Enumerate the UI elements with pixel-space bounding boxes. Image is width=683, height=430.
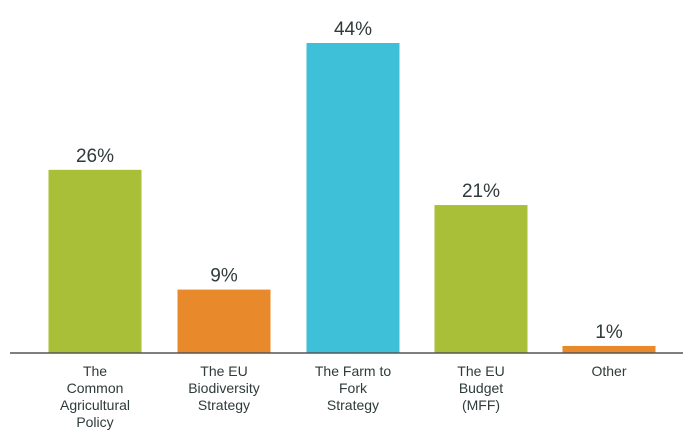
bar-value-label: 1% bbox=[595, 322, 623, 343]
category-label: The Farm to Fork Strategy bbox=[315, 363, 391, 413]
bar-5 bbox=[562, 345, 656, 353]
category-label: Other bbox=[591, 363, 626, 379]
value-labels-group: 26% 9% 44% 21% 1% bbox=[76, 19, 623, 343]
bar-1 bbox=[48, 169, 142, 353]
bar-value-label: 44% bbox=[334, 19, 372, 40]
category-label: The Common Agricultural Policy bbox=[60, 363, 130, 430]
category-labels-group: The Common Agricultural Policy The EU Biodive… bbox=[60, 363, 627, 430]
category-label: The EU Biodiversity Strategy bbox=[188, 363, 260, 413]
bar-value-label: 21% bbox=[462, 181, 500, 202]
category-label: The EU Budget (MFF) bbox=[457, 363, 504, 413]
bar-value-label: 9% bbox=[210, 266, 238, 287]
bar-4 bbox=[434, 205, 528, 353]
bar-2 bbox=[177, 289, 271, 353]
bars-group bbox=[48, 43, 656, 353]
bar-3 bbox=[306, 43, 400, 353]
bar-value-label: 26% bbox=[76, 146, 114, 167]
